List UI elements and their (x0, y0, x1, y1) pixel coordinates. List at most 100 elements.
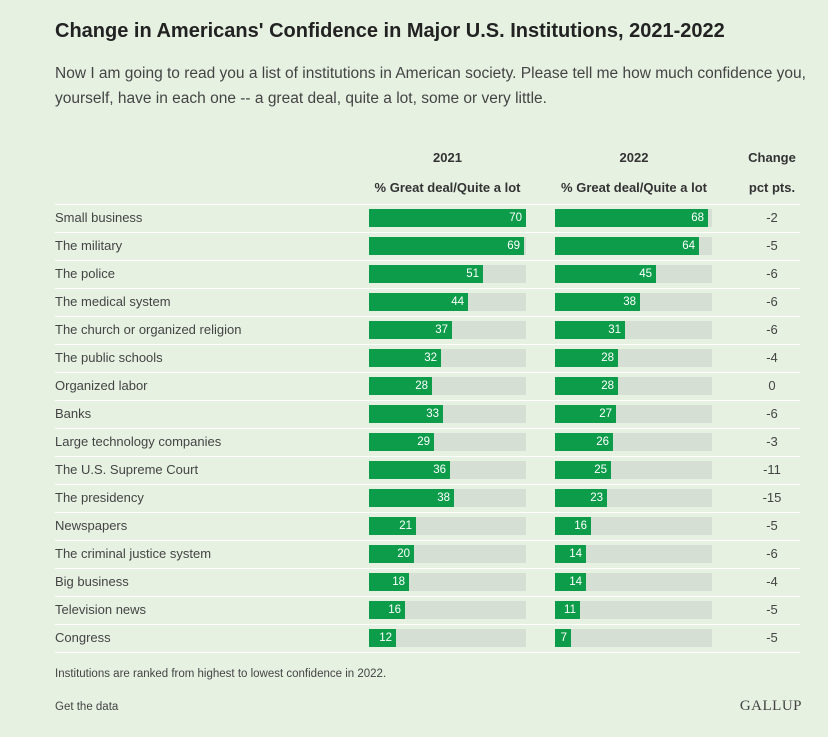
data-label-2021: 44 (451, 296, 464, 308)
bar-2022 (555, 629, 571, 647)
data-label-2021: 51 (466, 268, 479, 280)
data-label-2022: 27 (599, 408, 612, 420)
data-label-2022: 23 (590, 492, 603, 504)
bar-2022 (555, 433, 613, 451)
category-label: Big business (55, 574, 129, 589)
data-label-2022: 16 (574, 520, 587, 532)
row-separator (55, 484, 800, 485)
change-value: -4 (766, 574, 778, 589)
data-label-2021: 69 (507, 240, 520, 252)
footnote: Institutions are ranked from highest to … (55, 668, 387, 680)
category-label: The medical system (55, 294, 171, 309)
bar-track-2021: 18 (369, 573, 526, 591)
row-separator (55, 288, 800, 289)
bar-track-2022: 27 (555, 405, 712, 423)
bar-2022 (555, 237, 699, 255)
bar-track-2021: 37 (369, 321, 526, 339)
bar-2021 (369, 573, 409, 591)
column-header-2022: 2022 (619, 150, 649, 165)
data-label-2021: 36 (433, 464, 446, 476)
bar-track-2021: 51 (369, 265, 526, 283)
bar-track-2022: 14 (555, 573, 712, 591)
row-separator (55, 540, 800, 541)
bar-track-2022: 64 (555, 237, 712, 255)
change-value: -2 (766, 210, 778, 225)
data-label-2021: 32 (424, 352, 437, 364)
category-label: The presidency (55, 490, 144, 505)
row-separator (55, 624, 800, 625)
bar-track-2021: 29 (369, 433, 526, 451)
bar-2022 (555, 489, 607, 507)
chart-subtitle: Now I am going to read you a list of ins… (55, 65, 806, 107)
get-data-link[interactable]: Get the data (55, 701, 119, 713)
bar-2021 (369, 349, 441, 367)
bar-track-2021: 20 (369, 545, 526, 563)
category-label: Newspapers (55, 518, 128, 533)
row-separator (55, 372, 800, 373)
bar-track-2021: 12 (369, 629, 526, 647)
bar-2022 (555, 405, 616, 423)
bar-2021 (369, 377, 432, 395)
category-label: Small business (55, 210, 143, 225)
bar-track-2021: 38 (369, 489, 526, 507)
category-label: The police (55, 266, 115, 281)
row-separator (55, 260, 800, 261)
row-separator (55, 652, 800, 653)
change-value: -5 (766, 630, 778, 645)
bar-track-2021: 16 (369, 601, 526, 619)
data-label-2021: 28 (415, 380, 428, 392)
bar-track-2021: 32 (369, 349, 526, 367)
bar-2022 (555, 573, 586, 591)
data-label-2021: 12 (379, 632, 392, 644)
bar-2021 (369, 545, 414, 563)
gallup-logo: GALLUP (739, 698, 802, 714)
data-label-2022: 28 (601, 352, 614, 364)
data-label-2021: 20 (397, 548, 410, 560)
column-metric-2022: % Great deal/Quite a lot (561, 180, 707, 195)
row-separator (55, 344, 800, 345)
bar-2021 (369, 489, 454, 507)
change-value: -11 (763, 462, 781, 477)
data-label-2022: 45 (639, 268, 652, 280)
data-label-2022: 11 (564, 604, 576, 616)
data-label-2022: 26 (596, 436, 609, 448)
change-value: -5 (766, 518, 778, 533)
bar-track-2022: 11 (555, 601, 712, 619)
bar-2022 (555, 461, 611, 479)
bar-track-2022: 25 (555, 461, 712, 479)
change-value: 0 (768, 378, 776, 393)
bar-track-2021: 28 (369, 377, 526, 395)
column-header-2021: 2021 (433, 150, 462, 165)
data-label-2021: 18 (392, 576, 405, 588)
category-label: The criminal justice system (55, 546, 212, 561)
row-separator (55, 428, 800, 429)
bar-track-2022: 14 (555, 545, 712, 563)
data-label-2021: 29 (417, 436, 430, 448)
bar-2022 (555, 377, 618, 395)
bar-2022 (555, 545, 586, 563)
bar-2021 (369, 601, 405, 619)
data-label-2021: 33 (426, 408, 439, 420)
change-value: -3 (766, 434, 778, 449)
category-label: Large technology companies (55, 434, 222, 449)
row-separator (55, 316, 800, 317)
column-header-change: Change (748, 150, 796, 165)
data-label-2022: 31 (608, 324, 621, 336)
bar-2022 (555, 209, 708, 227)
bar-track-2021: 36 (369, 461, 526, 479)
row-separator (55, 456, 800, 457)
change-value: -5 (766, 602, 778, 617)
change-value: -6 (766, 406, 778, 421)
bar-track-2022: 26 (555, 433, 712, 451)
bar-2021 (369, 433, 434, 451)
bar-2022 (555, 601, 580, 619)
data-label-2021: 21 (399, 520, 412, 532)
column-metric-2021: % Great deal/Quite a lot (374, 180, 521, 195)
bar-2022 (555, 321, 625, 339)
row-separator (55, 568, 800, 569)
data-label-2022: 38 (623, 296, 636, 308)
bar-2021 (369, 517, 416, 535)
data-label-2022: 25 (594, 464, 607, 476)
bar-2022 (555, 517, 591, 535)
bar-track-2021: 21 (369, 517, 526, 535)
